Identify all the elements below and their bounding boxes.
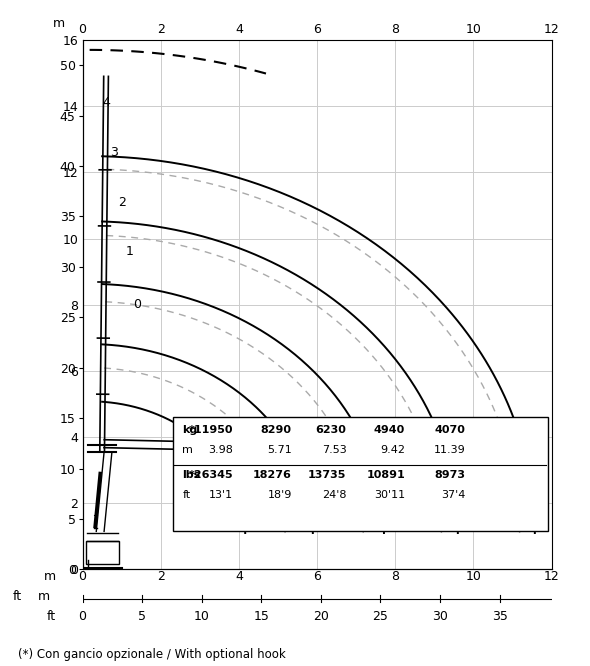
Text: 8: 8 <box>391 569 399 583</box>
Text: 10891: 10891 <box>366 470 405 480</box>
Text: 10: 10 <box>466 569 481 583</box>
Text: ft: ft <box>47 609 56 623</box>
Text: 4: 4 <box>102 97 110 109</box>
Text: ft: ft <box>182 490 191 500</box>
Text: ft: ft <box>13 589 22 603</box>
Text: 25: 25 <box>372 609 388 623</box>
Bar <box>86 541 119 565</box>
Text: 2: 2 <box>118 196 126 208</box>
Text: 7.53: 7.53 <box>322 445 346 455</box>
Text: 1: 1 <box>126 245 133 258</box>
Text: 13'1: 13'1 <box>209 490 233 500</box>
Text: kg: kg <box>182 425 198 435</box>
Text: 6230: 6230 <box>316 425 346 435</box>
Text: *11950: *11950 <box>189 425 233 435</box>
Text: (*) Con gancio opzionale / With optional hook: (*) Con gancio opzionale / With optional… <box>18 647 286 661</box>
Text: lbs: lbs <box>182 470 201 480</box>
Text: 24'8: 24'8 <box>322 490 346 500</box>
Text: 0: 0 <box>78 569 87 583</box>
Text: 3: 3 <box>110 146 118 159</box>
Text: 12: 12 <box>544 569 559 583</box>
Text: 11.39: 11.39 <box>434 445 466 455</box>
Text: 20: 20 <box>313 609 329 623</box>
Text: 3.98: 3.98 <box>208 445 233 455</box>
Text: 10: 10 <box>194 609 209 623</box>
Text: 5.71: 5.71 <box>267 445 291 455</box>
Text: 37'4: 37'4 <box>441 490 466 500</box>
Text: 5: 5 <box>138 609 146 623</box>
Text: 4070: 4070 <box>435 425 466 435</box>
Text: 30: 30 <box>432 609 448 623</box>
Text: 18276: 18276 <box>253 470 291 480</box>
Text: 6: 6 <box>313 569 321 583</box>
Text: 2: 2 <box>157 569 165 583</box>
Text: 4940: 4940 <box>374 425 405 435</box>
Text: m: m <box>38 589 50 603</box>
Text: 8290: 8290 <box>261 425 291 435</box>
Text: 9.42: 9.42 <box>380 445 405 455</box>
Text: 18'9: 18'9 <box>267 490 291 500</box>
Text: 15: 15 <box>253 609 269 623</box>
Text: 0: 0 <box>78 609 87 623</box>
Text: *26345: *26345 <box>188 470 233 480</box>
Text: 30'11: 30'11 <box>374 490 405 500</box>
Text: 0: 0 <box>133 298 142 311</box>
Text: m: m <box>182 445 193 455</box>
Text: 13735: 13735 <box>308 470 346 480</box>
Bar <box>172 417 548 531</box>
Text: 8973: 8973 <box>435 470 466 480</box>
Text: m: m <box>53 17 65 30</box>
Text: 4: 4 <box>235 569 243 583</box>
Text: 35: 35 <box>491 609 507 623</box>
Text: m: m <box>44 569 56 583</box>
